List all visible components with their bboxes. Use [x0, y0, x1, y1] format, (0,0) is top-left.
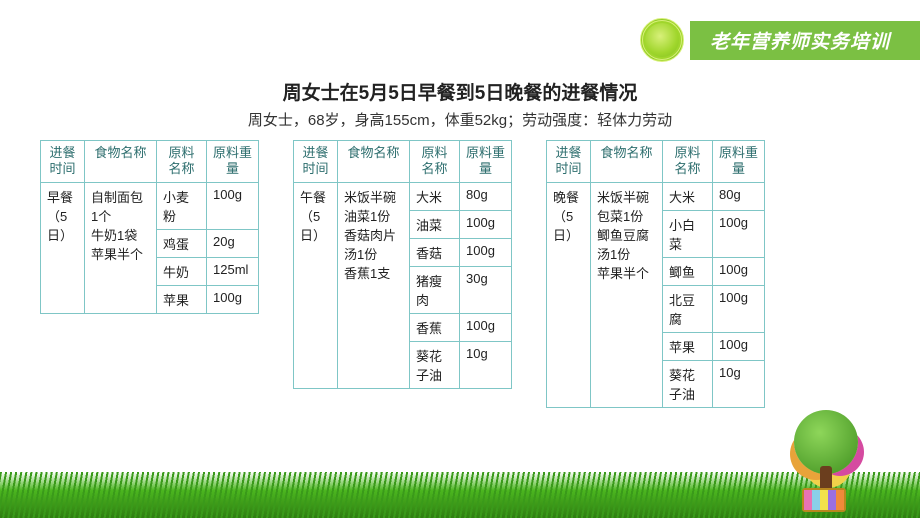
meal-table: 进餐时间食物名称原料名称原料重量晚餐 （5 日）米饭半碗 包菜1份 鲫鱼豆腐汤1…: [546, 140, 765, 408]
ingredient-cell: 香菇: [410, 238, 460, 266]
weight-cell: 20g: [207, 229, 259, 257]
column-header: 进餐时间: [547, 141, 591, 183]
ingredient-cell: 大米: [410, 182, 460, 210]
ingredient-cell: 苹果: [663, 332, 713, 360]
ingredient-cell: 油菜: [410, 210, 460, 238]
grass-decor: [0, 472, 920, 518]
ingredient-cell: 小麦粉: [157, 182, 207, 229]
ingredient-cell: 香蕉: [410, 313, 460, 341]
column-header: 原料重量: [713, 141, 765, 183]
weight-cell: 100g: [713, 332, 765, 360]
weight-cell: 100g: [713, 285, 765, 332]
brand-label: 老年营养师实务培训: [690, 21, 920, 60]
weight-cell: 100g: [460, 313, 512, 341]
column-header: 原料重量: [460, 141, 512, 183]
meal-time-cell: 午餐 （5 日）: [294, 182, 338, 388]
ingredient-cell: 北豆腐: [663, 285, 713, 332]
column-header: 食物名称: [338, 141, 410, 183]
food-list-cell: 米饭半碗 油菜1份 香菇肉片汤1份 香蕉1支: [338, 182, 410, 388]
ingredient-cell: 苹果: [157, 285, 207, 313]
page-title: 周女士在5月5日早餐到5日晚餐的进餐情况: [0, 78, 920, 105]
column-header: 食物名称: [591, 141, 663, 183]
weight-cell: 10g: [713, 360, 765, 407]
ingredient-cell: 鸡蛋: [157, 229, 207, 257]
page-subtitle: 周女士，68岁，身高155cm，体重52kg；劳动强度：轻体力劳动: [0, 109, 920, 130]
ingredient-cell: 葵花子油: [663, 360, 713, 407]
weight-cell: 80g: [713, 182, 765, 210]
box-decor: [802, 488, 846, 512]
weight-cell: 30g: [460, 266, 512, 313]
table-row: 早餐 （5 日）自制面包1个 牛奶1袋 苹果半个小麦粉100g: [41, 182, 259, 229]
column-header: 原料名称: [410, 141, 460, 183]
weight-cell: 100g: [207, 182, 259, 229]
meal-table: 进餐时间食物名称原料名称原料重量早餐 （5 日）自制面包1个 牛奶1袋 苹果半个…: [40, 140, 259, 314]
column-header: 原料名称: [157, 141, 207, 183]
ingredient-cell: 牛奶: [157, 257, 207, 285]
weight-cell: 10g: [460, 341, 512, 388]
header-band: 老年营养师实务培训: [640, 22, 920, 58]
food-list-cell: 自制面包1个 牛奶1袋 苹果半个: [85, 182, 157, 313]
weight-cell: 100g: [713, 210, 765, 257]
ingredient-cell: 大米: [663, 182, 713, 210]
table-row: 晚餐 （5 日）米饭半碗 包菜1份 鲫鱼豆腐汤1份 苹果半个大米80g: [547, 182, 765, 210]
sun-icon: [640, 18, 684, 62]
ingredient-cell: 小白菜: [663, 210, 713, 257]
meal-time-cell: 早餐 （5 日）: [41, 182, 85, 313]
tree-decor: [786, 410, 866, 500]
table-row: 午餐 （5 日）米饭半碗 油菜1份 香菇肉片汤1份 香蕉1支大米80g: [294, 182, 512, 210]
meal-table: 进餐时间食物名称原料名称原料重量午餐 （5 日）米饭半碗 油菜1份 香菇肉片汤1…: [293, 140, 512, 389]
title-block: 周女士在5月5日早餐到5日晚餐的进餐情况 周女士，68岁，身高155cm，体重5…: [0, 78, 920, 130]
weight-cell: 80g: [460, 182, 512, 210]
meal-time-cell: 晚餐 （5 日）: [547, 182, 591, 407]
food-list-cell: 米饭半碗 包菜1份 鲫鱼豆腐汤1份 苹果半个: [591, 182, 663, 407]
ingredient-cell: 鲫鱼: [663, 257, 713, 285]
column-header: 原料重量: [207, 141, 259, 183]
weight-cell: 100g: [713, 257, 765, 285]
column-header: 食物名称: [85, 141, 157, 183]
column-header: 原料名称: [663, 141, 713, 183]
meal-tables: 进餐时间食物名称原料名称原料重量早餐 （5 日）自制面包1个 牛奶1袋 苹果半个…: [40, 140, 880, 408]
weight-cell: 100g: [460, 210, 512, 238]
column-header: 进餐时间: [294, 141, 338, 183]
ingredient-cell: 猪瘦肉: [410, 266, 460, 313]
weight-cell: 100g: [207, 285, 259, 313]
weight-cell: 125ml: [207, 257, 259, 285]
ingredient-cell: 葵花子油: [410, 341, 460, 388]
column-header: 进餐时间: [41, 141, 85, 183]
weight-cell: 100g: [460, 238, 512, 266]
